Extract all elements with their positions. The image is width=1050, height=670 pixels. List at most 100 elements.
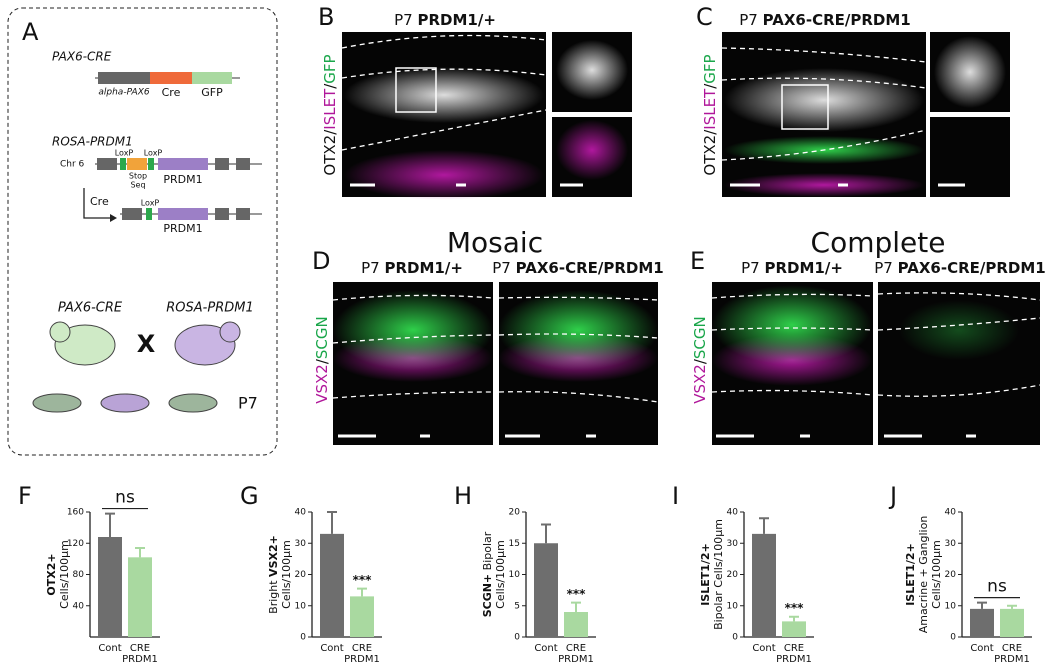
- bar: [782, 621, 806, 637]
- age: P7: [739, 11, 758, 29]
- signal: [556, 120, 628, 180]
- panel-subtitle: P7 PRDM1/+: [741, 259, 843, 277]
- significance-label: ns: [115, 488, 135, 508]
- cre-label: Cre: [162, 86, 181, 99]
- label-part: Bipolar Cells/100µm: [712, 519, 725, 630]
- loxp: [146, 208, 152, 220]
- stain: ISLET: [321, 88, 339, 130]
- bar: [752, 533, 776, 637]
- stain: OTX2: [701, 135, 719, 176]
- x-tick-label: PRDM1: [994, 654, 1030, 665]
- promoter-label: alpha-PAX6: [98, 88, 149, 98]
- sep: /: [321, 129, 339, 135]
- bar-chart: G 0 10 20 30 40 Bright VSX2+ Cells/100µm Cont CRE…: [240, 482, 382, 665]
- signal: [934, 36, 1006, 108]
- exon: [215, 208, 229, 220]
- label-part: Bipolar: [481, 531, 494, 570]
- error-bar: [357, 587, 367, 597]
- layer-boundary: [711, 292, 1041, 397]
- inset-box: [395, 67, 437, 113]
- x-tick-label: Cont: [752, 643, 775, 654]
- exon: [215, 158, 229, 170]
- panel-d: D Mosaic P7 PRDM1/+ P7 PAX6-CRE/PRDM1 VS…: [312, 226, 664, 445]
- error-bar: [977, 601, 987, 609]
- construct-name: ROSA-PRDM1: [52, 135, 133, 149]
- y-tick-label: 0: [514, 633, 520, 643]
- stop-box: [127, 158, 147, 170]
- x-tick-label: Cont: [970, 643, 993, 654]
- error-bar: [1007, 604, 1017, 609]
- bar: [128, 557, 152, 637]
- y-axis-label: Cells/100µm: [280, 540, 293, 609]
- stain: OTX2: [321, 135, 339, 176]
- y-axis-label: Bright VSX2+: [267, 535, 280, 614]
- mouse-head: [219, 321, 241, 343]
- age: P7: [741, 259, 760, 277]
- exon: [97, 158, 117, 170]
- y-tick-label: 80: [73, 570, 85, 580]
- signal: [498, 290, 658, 370]
- arrow-label: Cre: [90, 195, 109, 208]
- y-tick-label: 120: [67, 539, 84, 549]
- panel-title: P7 PAX6-CRE/PRDM1: [739, 11, 910, 29]
- gfp-box: [192, 72, 232, 84]
- y-tick-label: 40: [295, 508, 307, 518]
- panel-letter: A: [22, 18, 39, 46]
- panel-letter: F: [18, 482, 32, 510]
- recombination-arrow: [83, 188, 110, 219]
- error-bar: [135, 546, 145, 558]
- panel-letter: G: [240, 482, 259, 510]
- y-tick-label: 0: [950, 633, 956, 643]
- layer-boundary: [341, 34, 547, 151]
- sep: /: [691, 358, 709, 364]
- x-tick-label: CRE: [130, 643, 150, 654]
- y-tick-label: 30: [295, 539, 307, 549]
- gene-label: PRDM1: [163, 173, 202, 186]
- y-tick-label: 15: [509, 539, 520, 549]
- y-axis-label: Cells/100µm: [494, 540, 507, 609]
- bar: [350, 596, 374, 637]
- y-tick-label: 40: [945, 508, 957, 518]
- x-tick-label: Cont: [320, 643, 343, 654]
- stain: SCGN: [313, 316, 331, 359]
- panel-e: E Complete P7 PRDM1/+ P7 PAX6-CRE/PRDM1 …: [690, 226, 1046, 445]
- panel-letter: D: [312, 247, 330, 275]
- panel-heading: Complete: [811, 226, 946, 259]
- x-tick-label: PRDM1: [776, 654, 812, 665]
- label-part: VSX2+: [267, 535, 280, 577]
- y-tick-label: 30: [945, 539, 957, 549]
- panel-letter: B: [318, 3, 334, 31]
- label-part: Bright: [267, 580, 280, 614]
- stain: GFP: [321, 54, 339, 83]
- chr-label: Chr 6: [60, 160, 85, 170]
- y-tick-label: 40: [73, 601, 85, 611]
- seq-label: Seq: [130, 181, 145, 190]
- exon: [122, 208, 142, 220]
- x-tick-label: CRE: [784, 643, 804, 654]
- y-tick-label: 10: [295, 601, 307, 611]
- loxp-label: LoxP: [144, 149, 163, 158]
- pup: [32, 393, 82, 413]
- genotype: PAX6-CRE/PRDM1: [898, 259, 1046, 277]
- error-bar: [789, 615, 799, 622]
- y-tick-label: 20: [509, 508, 521, 518]
- signal: [344, 150, 544, 200]
- inset-box: [781, 84, 829, 130]
- loxp: [120, 158, 126, 170]
- y-tick-label: 10: [509, 570, 521, 580]
- error-bar: [759, 517, 769, 534]
- gene-box: [158, 158, 208, 170]
- exon: [236, 208, 250, 220]
- age: P7: [492, 259, 511, 277]
- panel-subtitle: P7 PRDM1/+: [361, 259, 463, 277]
- error-bar: [541, 523, 551, 544]
- pup: [168, 393, 218, 413]
- panel-subtitle: P7 PAX6-CRE/PRDM1: [492, 259, 663, 277]
- y-tick-label: 30: [727, 539, 739, 549]
- y-axis-label: OTX2+: [45, 553, 58, 595]
- bar: [970, 608, 994, 637]
- layer-boundary: [721, 47, 927, 161]
